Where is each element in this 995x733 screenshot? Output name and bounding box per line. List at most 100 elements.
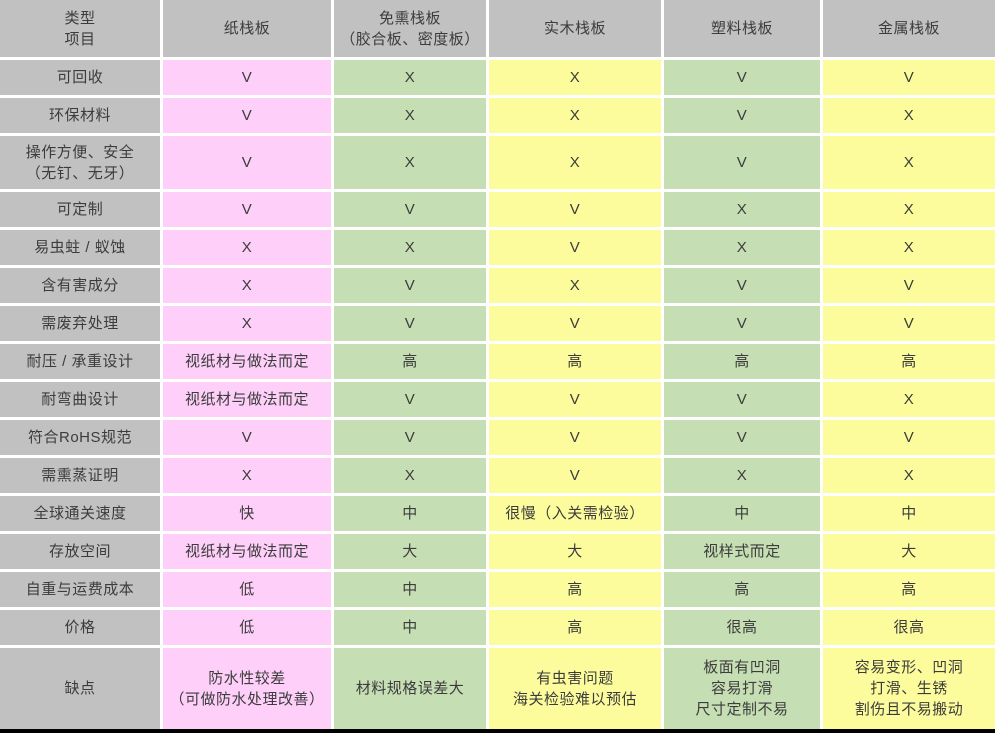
row-label: 自重与运费成本 xyxy=(0,572,160,607)
table-cell: 高 xyxy=(823,344,995,379)
table-cell: V xyxy=(489,420,661,455)
table-cell: 中 xyxy=(823,496,995,531)
table-cell: 大 xyxy=(334,534,486,569)
table-cell: V xyxy=(664,60,820,95)
table-cell: V xyxy=(334,268,486,303)
table-cell: 防水性较差 （可做防水处理改善） xyxy=(163,648,331,729)
row-label: 含有害成分 xyxy=(0,268,160,303)
table-cell: X xyxy=(489,268,661,303)
table-cell: 快 xyxy=(163,496,331,531)
row-label: 可定制 xyxy=(0,192,160,227)
row-label: 耐弯曲设计 xyxy=(0,382,160,417)
row-label: 存放空间 xyxy=(0,534,160,569)
table-cell: V xyxy=(664,382,820,417)
table-cell: V xyxy=(664,420,820,455)
table-cell: V xyxy=(489,382,661,417)
table-cell: X xyxy=(163,306,331,341)
table-cell: V xyxy=(489,306,661,341)
table-cell: V xyxy=(163,192,331,227)
row-label: 需废弃处理 xyxy=(0,306,160,341)
table-cell: 中 xyxy=(334,496,486,531)
row-label: 缺点 xyxy=(0,648,160,729)
table-cell: X xyxy=(664,192,820,227)
table-row-5: 易虫蛀 / 蚁蚀 X X V X X xyxy=(0,230,995,265)
table-row-9: 耐弯曲设计 视纸材与做法而定 V V V X xyxy=(0,382,995,417)
column-header-solid-wood-pallet: 实木栈板 xyxy=(489,0,661,57)
corner-header-top-label: 类型 xyxy=(64,9,96,27)
table-cell: 高 xyxy=(664,572,820,607)
table-row-13: 存放空间 视纸材与做法而定大大视样式而定大 xyxy=(0,534,995,569)
row-label: 需熏蒸证明 xyxy=(0,458,160,493)
table-cell: X xyxy=(823,192,995,227)
bottom-rule xyxy=(0,729,995,733)
table-cell: V xyxy=(489,458,661,493)
table-cell: V xyxy=(664,136,820,189)
table-cell: V xyxy=(823,60,995,95)
table-cell: 视样式而定 xyxy=(664,534,820,569)
table-row-12: 全球通关速度快中很慢（入关需检验）中中 xyxy=(0,496,995,531)
table-cell: X xyxy=(334,136,486,189)
table-cell: V xyxy=(823,420,995,455)
table-cell: X xyxy=(823,230,995,265)
table-cell: X xyxy=(163,458,331,493)
table-cell: V xyxy=(664,268,820,303)
corner-header-cell: 类型 项目 xyxy=(0,0,160,57)
table-cell: 大 xyxy=(489,534,661,569)
table-row-11: 需熏蒸证明 X X V X X xyxy=(0,458,995,493)
row-label: 耐压 / 承重设计 xyxy=(0,344,160,379)
table-row-6: 含有害成分 X V X V V xyxy=(0,268,995,303)
table-cell: V xyxy=(334,192,486,227)
table-row-16: 缺点 防水性较差 （可做防水处理改善） 材料规格误差大 有虫害问题 海关检验难以预估板… xyxy=(0,648,995,729)
header-row: 类型项目 纸栈板 免熏栈板 （胶合板、密度板） 实木栈板 塑料栈板 金属栈板 xyxy=(0,0,995,57)
table-row-14: 自重与运费成本低中高高高 xyxy=(0,572,995,607)
table-cell: V xyxy=(334,306,486,341)
table-cell: 高 xyxy=(334,344,486,379)
table-cell: V xyxy=(163,60,331,95)
table-cell: 很高 xyxy=(823,610,995,645)
column-header-paper-pallet: 纸栈板 xyxy=(163,0,331,57)
table-cell: 中 xyxy=(664,496,820,531)
table-cell: V xyxy=(823,306,995,341)
table-cell: V xyxy=(334,382,486,417)
row-label: 符合RoHS规范 xyxy=(0,420,160,455)
table-cell: X xyxy=(334,458,486,493)
table-cell: 高 xyxy=(823,572,995,607)
table-cell: X xyxy=(664,458,820,493)
table-row-7: 需废弃处理 X V V V V xyxy=(0,306,995,341)
table-row-3: 操作方便、安全 （无钉、无牙） V X X V X xyxy=(0,136,995,189)
table-cell: 高 xyxy=(664,344,820,379)
row-label: 操作方便、安全 （无钉、无牙） xyxy=(0,136,160,189)
column-header-fumigation-free-pallet: 免熏栈板 （胶合板、密度板） xyxy=(334,0,486,57)
table-cell: X xyxy=(163,268,331,303)
table-cell: V xyxy=(823,268,995,303)
column-header-plastic-pallet: 塑料栈板 xyxy=(664,0,820,57)
table-cell: 材料规格误差大 xyxy=(334,648,486,729)
table-cell: 视纸材与做法而定 xyxy=(163,534,331,569)
table-cell: X xyxy=(823,382,995,417)
table-cell: 有虫害问题 海关检验难以预估 xyxy=(489,648,661,729)
table-cell: V xyxy=(334,420,486,455)
table-cell: 很慢（入关需检验） xyxy=(489,496,661,531)
table-cell: 很高 xyxy=(664,610,820,645)
table-cell: 高 xyxy=(489,610,661,645)
table-cell: X xyxy=(823,136,995,189)
row-label: 易虫蛀 / 蚁蚀 xyxy=(0,230,160,265)
table-cell: 视纸材与做法而定 xyxy=(163,382,331,417)
table-cell: 中 xyxy=(334,610,486,645)
column-header-metal-pallet: 金属栈板 xyxy=(823,0,995,57)
table-cell: X xyxy=(664,230,820,265)
corner-header-bottom-label: 项目 xyxy=(64,30,96,48)
table-cell: X xyxy=(489,136,661,189)
table-cell: V xyxy=(163,98,331,133)
table-row-10: 符合RoHS规范 V V V V V xyxy=(0,420,995,455)
table-cell: X xyxy=(334,98,486,133)
table-cell: V xyxy=(489,192,661,227)
table-cell: 视纸材与做法而定 xyxy=(163,344,331,379)
row-label: 价格 xyxy=(0,610,160,645)
row-label: 全球通关速度 xyxy=(0,496,160,531)
table-row-2: 环保材料 V X X V X xyxy=(0,98,995,133)
row-label: 可回收 xyxy=(0,60,160,95)
table-cell: 中 xyxy=(334,572,486,607)
